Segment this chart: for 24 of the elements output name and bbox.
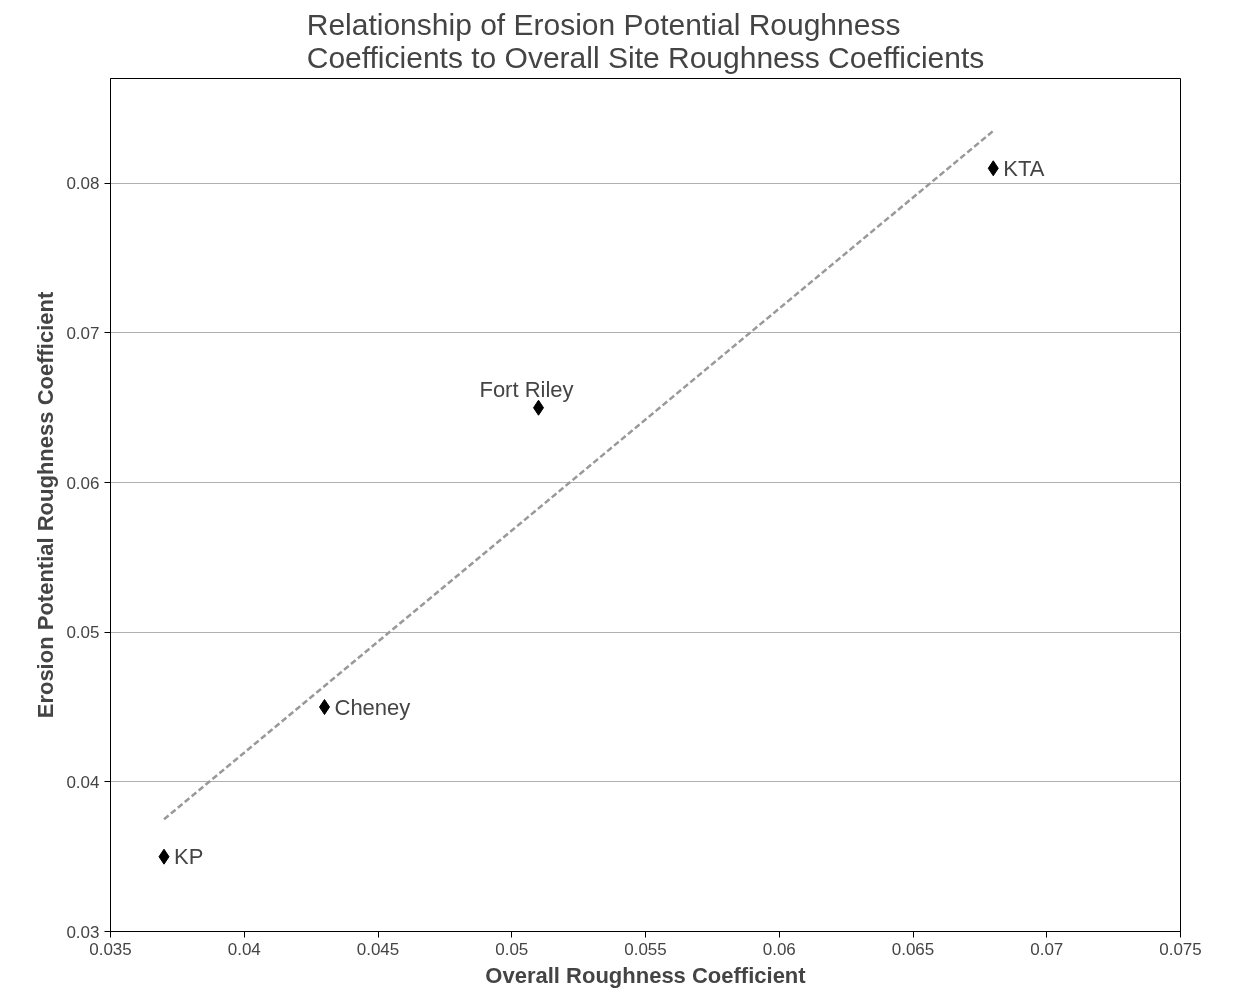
annotation: Fort Riley <box>479 377 574 403</box>
x-axis-title: Overall Roughness Coefficient <box>485 962 807 988</box>
y-tick-label: 0.08 <box>66 174 100 194</box>
y-axis-title: Erosion Potential Roughness Coefficient <box>33 291 59 719</box>
point <box>158 848 170 865</box>
chart-title: Relationship of Erosion Potential Roughness Coefficients to Overall Site Roughness Coefficients <box>306 7 985 74</box>
x-tick-label: 0.075 <box>1159 939 1202 959</box>
y-tick-label: 0.05 <box>66 623 100 643</box>
x-tick-label: 0.06 <box>762 939 796 959</box>
y-tick-label: 0.06 <box>66 473 100 493</box>
annotation: KP <box>174 844 204 870</box>
x-tick-label: 0.035 <box>89 939 132 959</box>
annotation: KTA <box>1003 155 1045 181</box>
y-tick-label: 0.07 <box>66 323 100 343</box>
point <box>987 160 999 177</box>
x-tick-label: 0.055 <box>624 939 667 959</box>
x-tick-label: 0.05 <box>495 939 529 959</box>
x-tick-label: 0.04 <box>227 939 261 959</box>
x-tick-label: 0.065 <box>891 939 935 959</box>
x-tick-label: 0.07 <box>1030 939 1064 959</box>
x-tick-label: 0.045 <box>356 939 400 959</box>
annotation: Cheney <box>334 694 411 720</box>
y-tick-label: 0.04 <box>66 772 100 792</box>
y-tick-label: 0.03 <box>66 922 100 942</box>
